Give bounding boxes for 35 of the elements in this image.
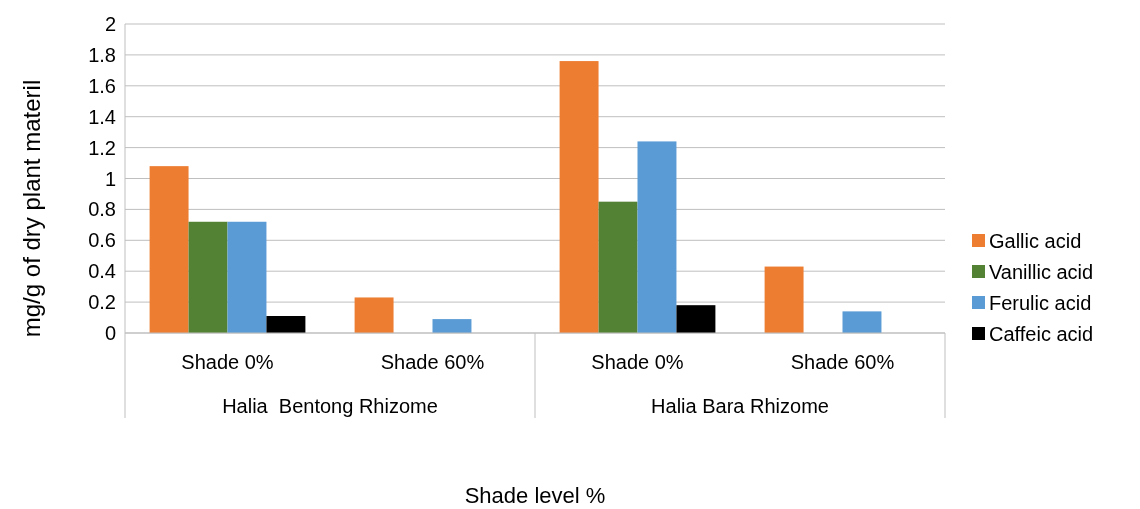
text: Halia Bentong Rhizome (222, 395, 438, 417)
y-tick-label: 0.6 (88, 229, 116, 252)
text: Halia Bara Rhizome (651, 395, 829, 417)
bar (559, 61, 599, 333)
y-tick-label: 0.2 (88, 291, 116, 314)
y-tick-label: 1.4 (88, 105, 116, 128)
x-tick-label: Shade 60% (380, 351, 485, 373)
x-tick-label: Shade 60% (790, 351, 895, 373)
y-tick-label: 0 (104, 322, 116, 344)
y-tick-label: 1.8 (88, 43, 116, 66)
bar (149, 166, 189, 333)
y-tick-label: 2 (104, 13, 116, 35)
y-tick-label: 1.2 (88, 136, 116, 159)
y-tick-label: 0.4 (88, 260, 116, 283)
y-tick-label: 1.6 (88, 74, 116, 97)
y-tick-label: 1 (104, 167, 116, 190)
legend-label: Gallic acid (989, 230, 1082, 252)
legend-label: Ferulic acid (989, 292, 1092, 314)
legend-label: Vanillic acid (989, 261, 1094, 283)
bar (266, 316, 306, 333)
bar (842, 311, 882, 333)
y-tick-label: 0.8 (88, 198, 116, 221)
bar (354, 297, 394, 333)
bar (598, 201, 638, 333)
y-axis-title: mg/g of dry plant materil (18, 79, 45, 338)
bar (637, 141, 677, 333)
x-axis-title: Shade level % (464, 483, 606, 508)
x-tick-label: Shade 0% (591, 351, 684, 373)
bar (227, 221, 267, 333)
x-tick-label: Shade 0% (181, 351, 274, 373)
bar (188, 221, 228, 333)
bar (676, 305, 716, 333)
bar (432, 319, 472, 333)
bar (764, 266, 804, 333)
legend-label: Caffeic acid (989, 323, 1094, 345)
